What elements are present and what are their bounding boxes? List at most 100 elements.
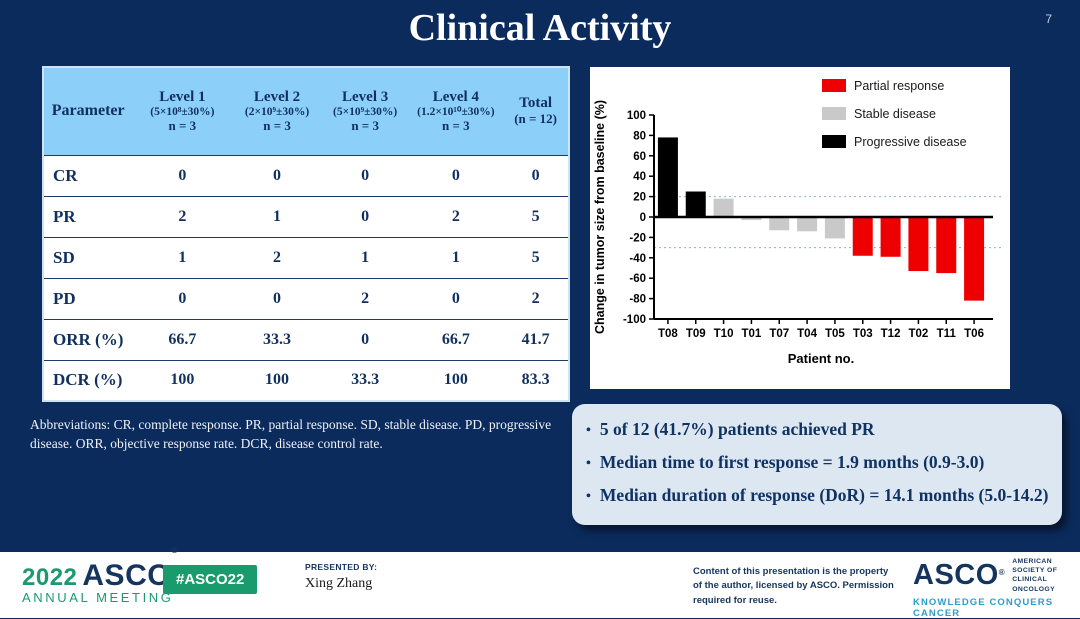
table-row-pr: PR 2 1 0 2 5 xyxy=(43,195,569,237)
x-tick-label-T03: T03 xyxy=(853,328,873,340)
cell-pr-4: 5 xyxy=(503,195,569,237)
cell-orr-3: 66.7 xyxy=(408,318,504,360)
row-label-pd: PD xyxy=(43,277,133,319)
col-header-parameter: Parameter xyxy=(51,102,125,120)
cell-cr-0: 0 xyxy=(132,154,233,196)
bar-T11 xyxy=(936,217,957,274)
cell-orr-2: 0 xyxy=(321,318,409,360)
y-tick-label: 80 xyxy=(633,130,646,142)
asco-tagline: KNOWLEDGE CONQUERS CANCER xyxy=(913,596,1054,619)
y-tick-label: 20 xyxy=(633,192,646,204)
y-tick-label: -80 xyxy=(629,294,646,306)
table-row-sd: SD 1 2 1 1 5 xyxy=(43,236,569,278)
bar-T12 xyxy=(880,217,901,257)
key-finding-2: Median time to first response = 1.9 mont… xyxy=(586,452,1054,474)
row-label-dcr: DCR (%) xyxy=(43,359,133,401)
bar-T01 xyxy=(741,217,762,221)
page-title: Clinical Activity xyxy=(408,7,672,49)
cell-pd-0: 0 xyxy=(132,277,233,319)
cell-orr-0: 66.7 xyxy=(132,318,233,360)
legend-label-progressive: Progressive disease xyxy=(854,135,967,149)
x-tick-label-T11: T11 xyxy=(937,328,957,340)
col-header-level2: Level 2 (2×10⁹±30%) n = 3 xyxy=(244,88,310,134)
presenter-name: Xing Zhang xyxy=(305,576,373,591)
x-axis-label: Patient no. xyxy=(788,351,854,366)
cell-cr-2: 0 xyxy=(321,154,409,196)
asco-meeting-logo: 2022 ASCO® ANNUAL MEETING xyxy=(22,545,179,605)
cell-cr-4: 0 xyxy=(503,154,569,196)
bar-T05 xyxy=(824,217,845,239)
col-header-level4: Level 4 (1.2×10¹⁰±30%) n = 3 xyxy=(417,88,495,134)
table-row-orr: ORR (%) 66.7 33.3 0 66.7 41.7 xyxy=(43,318,569,360)
y-tick-label: 0 xyxy=(640,212,646,224)
y-tick-label: -60 xyxy=(629,273,646,285)
col-header-total: Total (n = 12) xyxy=(514,95,557,127)
row-label-pr: PR xyxy=(43,195,133,237)
cell-orr-4: 41.7 xyxy=(503,318,569,360)
society-name: American Society of Clinical Oncology xyxy=(1012,558,1058,593)
x-tick-label-T09: T09 xyxy=(686,328,706,340)
bar-T09 xyxy=(685,191,706,217)
presented-by-label: PRESENTED BY: xyxy=(305,562,378,572)
bar-T06 xyxy=(964,217,985,301)
meeting-name: ANNUAL MEETING xyxy=(22,590,174,605)
table-row-pd: PD 0 0 2 0 2 xyxy=(43,277,569,319)
table-row-dcr: DCR (%) 100 100 33.3 100 83.3 xyxy=(43,359,569,401)
footer: 2022 ASCO® ANNUAL MEETING #ASCO22 PRESEN… xyxy=(0,545,1080,619)
cell-cr-3: 0 xyxy=(408,154,504,196)
y-tick-label: -40 xyxy=(629,253,646,265)
cell-sd-3: 1 xyxy=(408,236,504,278)
x-tick-label-T06: T06 xyxy=(964,328,984,340)
key-finding-3: Median duration of response (DoR) = 14.1… xyxy=(586,485,1054,507)
results-table: Parameter Level 1 (5×10⁸±30%) n = 3 Level 2(… xyxy=(42,66,570,402)
page-number: 7 xyxy=(1045,12,1052,26)
cell-pr-3: 2 xyxy=(408,195,504,237)
cell-pd-2: 2 xyxy=(321,277,409,319)
bar-T10 xyxy=(713,198,734,217)
bar-T07 xyxy=(769,217,790,231)
registered-mark: ® xyxy=(998,567,1006,577)
cell-pd-4: 2 xyxy=(503,277,569,319)
legend-swatch-progressive xyxy=(822,135,846,148)
cell-dcr-4: 83.3 xyxy=(503,359,569,401)
cell-pd-3: 0 xyxy=(408,277,504,319)
waterfall-chart-panel: -100 -80 -60 -40 -20 0 20 40 60 80 100 T08 T09 T10 T01… xyxy=(590,67,1010,389)
x-tick-label-T08: T08 xyxy=(658,328,678,340)
row-label-sd: SD xyxy=(43,236,133,278)
x-tick-label-T04: T04 xyxy=(797,328,817,340)
cell-dcr-0: 100 xyxy=(132,359,233,401)
table-row-cr: CR 0 0 0 0 0 xyxy=(43,154,569,196)
bar-T08 xyxy=(657,137,678,217)
col-header-level3: Level 3 (5×10⁹±30%) n = 3 xyxy=(333,88,398,134)
row-label-orr: ORR (%) xyxy=(43,318,133,360)
cell-pd-1: 0 xyxy=(232,277,322,319)
x-tick-label-T12: T12 xyxy=(881,328,901,340)
legend-label-partial: Partial response xyxy=(854,79,944,93)
registered-mark: ® xyxy=(171,545,179,555)
legend-swatch-stable xyxy=(822,107,846,120)
cell-dcr-3: 100 xyxy=(408,359,504,401)
meeting-org: ASCO® xyxy=(82,545,179,592)
bar-T03 xyxy=(852,217,873,256)
cell-sd-1: 2 xyxy=(232,236,322,278)
y-tick-label: 100 xyxy=(627,110,646,122)
waterfall-chart: -100 -80 -60 -40 -20 0 20 40 60 80 100 T08 T09 T10 T01… xyxy=(593,79,1002,366)
bar-T04 xyxy=(797,217,818,232)
legend-swatch-partial xyxy=(822,79,846,92)
x-tick-label-T05: T05 xyxy=(825,328,845,340)
x-tick-label-T10: T10 xyxy=(714,328,734,340)
y-tick-label: -100 xyxy=(623,314,646,326)
cell-pr-1: 1 xyxy=(232,195,322,237)
hashtag-badge: #ASCO22 xyxy=(163,565,258,594)
y-tick-label: -20 xyxy=(629,232,646,244)
y-axis-label: Change in tumor size from baseline (%) xyxy=(593,100,607,334)
cell-pr-2: 0 xyxy=(321,195,409,237)
bar-T02 xyxy=(908,217,929,272)
y-tick-label: 40 xyxy=(633,171,646,183)
presented-by-block: PRESENTED BY: Xing Zhang xyxy=(305,562,377,592)
cell-dcr-2: 33.3 xyxy=(321,359,409,401)
cell-sd-2: 1 xyxy=(321,236,409,278)
key-findings-list: 5 of 12 (41.7%) patients achieved PR Medi… xyxy=(572,404,1062,507)
row-label-cr: CR xyxy=(43,154,133,196)
